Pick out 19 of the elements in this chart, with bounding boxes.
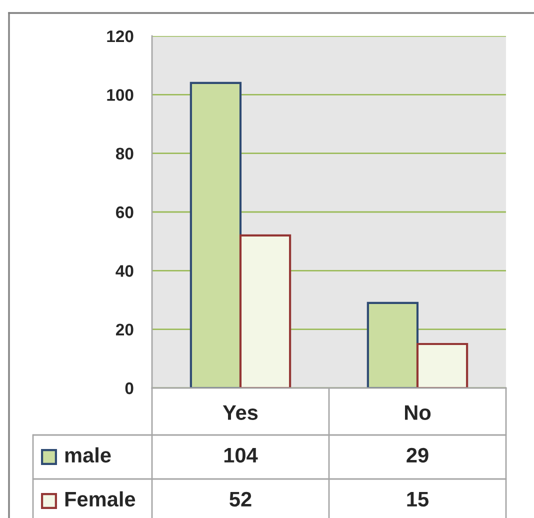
y-tick-label: 120	[107, 30, 134, 42]
data-label: 15	[407, 492, 429, 507]
y-tick-label: 40	[116, 265, 134, 277]
x-tick-label: Yes	[222, 405, 258, 420]
y-tick-label: 20	[116, 324, 134, 336]
bar	[366, 302, 419, 388]
data-label: 104	[224, 448, 258, 463]
bar	[416, 342, 468, 388]
data-label: 52	[230, 492, 252, 507]
y-tick-label: 80	[116, 148, 134, 160]
y-tick-label: 0	[125, 382, 134, 394]
data-label: 29	[406, 448, 428, 463]
legend-label: Female	[65, 491, 136, 507]
bar	[239, 234, 292, 388]
y-tick-label: 60	[116, 206, 134, 218]
bar	[190, 82, 242, 388]
x-tick-label: No	[405, 405, 431, 420]
legend-label: male	[65, 447, 111, 463]
y-tick-label: 100	[107, 89, 134, 101]
